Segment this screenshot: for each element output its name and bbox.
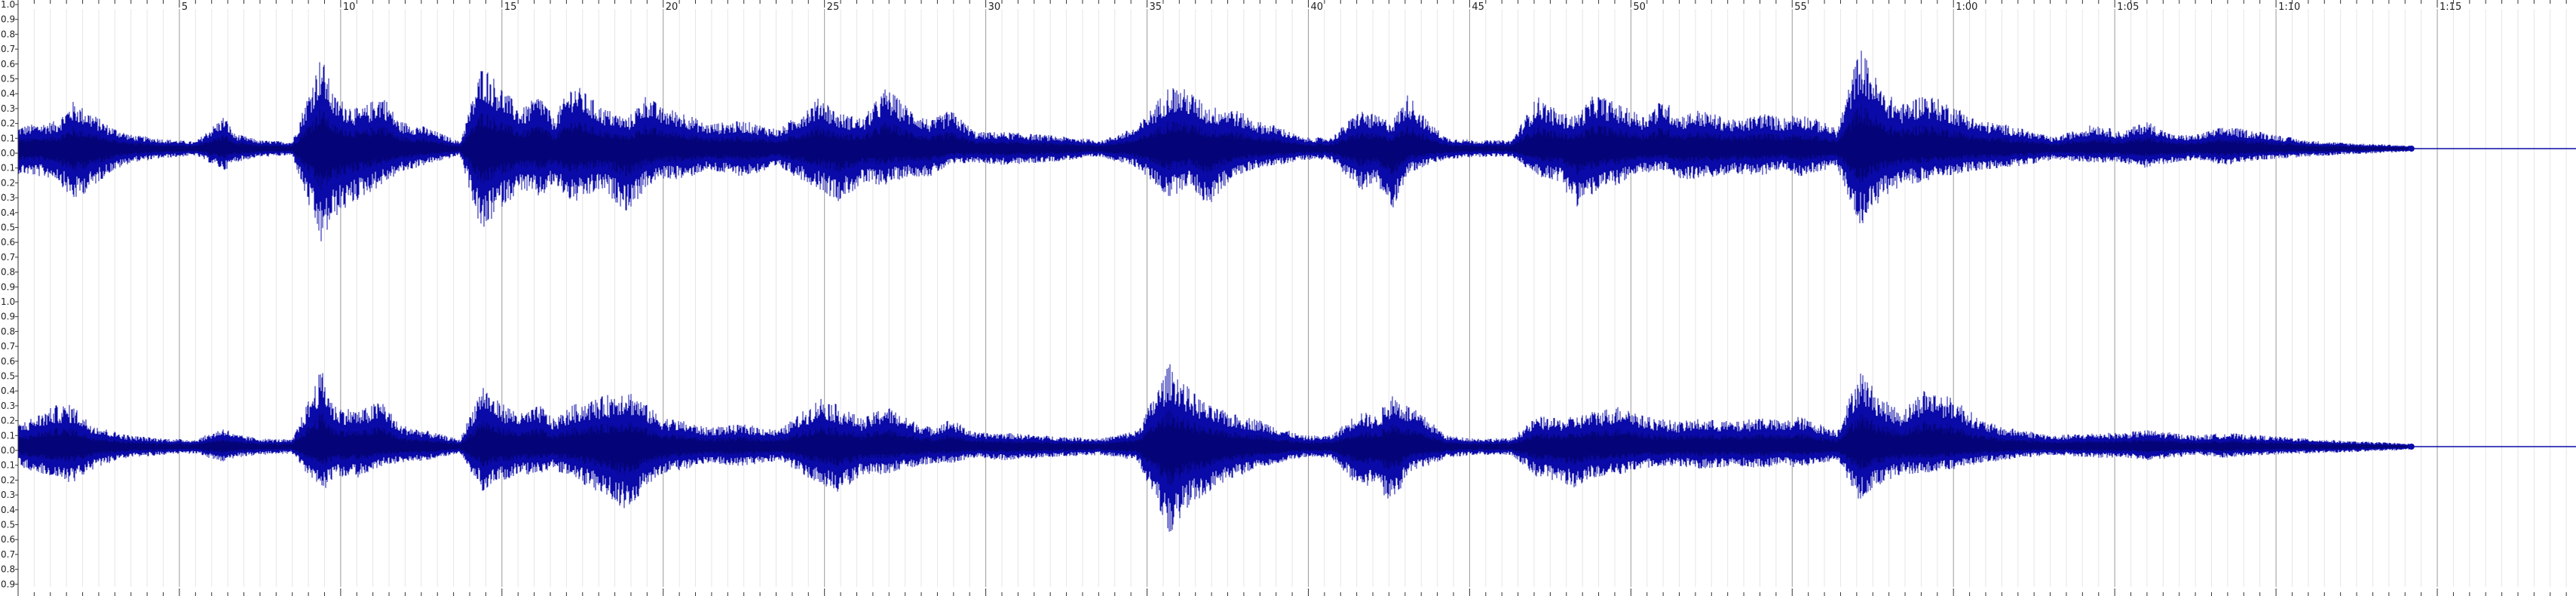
time-ruler-label: 10 bbox=[343, 2, 356, 13]
amplitude-tick-label: 0.5 bbox=[1, 371, 15, 382]
time-ruler-label: 20 bbox=[666, 2, 678, 13]
minor-gridlines bbox=[33, 9, 2567, 587]
amplitude-tick-label: 0.2 bbox=[1, 118, 15, 129]
amplitude-tick-label: 0.8 bbox=[1, 29, 15, 39]
amplitude-tick-label: 0.8 bbox=[1, 564, 15, 575]
time-ruler-label: 45 bbox=[1472, 2, 1484, 13]
amplitude-tick-label: 1.0 bbox=[1, 296, 15, 307]
amplitude-tick-label: 0.4 bbox=[1, 505, 15, 515]
amplitude-tick-label: 0.8 bbox=[1, 267, 15, 278]
amplitude-tick-label: 0.4 bbox=[1, 88, 15, 99]
amplitude-tick-label: 0.3 bbox=[1, 490, 15, 500]
amplitude-tick-label: 0.3 bbox=[1, 192, 15, 203]
time-ruler-label: 50 bbox=[1633, 2, 1646, 13]
time-ruler-label: 5 bbox=[182, 2, 188, 13]
amplitude-tick-label: 0.3 bbox=[1, 401, 15, 411]
amplitude-tick-label: 0.9 bbox=[1, 579, 15, 589]
amplitude-tick-label: 0.7 bbox=[1, 341, 15, 352]
amplitude-tick-label: 0.7 bbox=[1, 252, 15, 263]
amplitude-tick-label: 0.2 bbox=[1, 177, 15, 188]
amplitude-tick-label: 0.1 bbox=[1, 163, 15, 174]
amplitude-tick-label: 0.4 bbox=[1, 386, 15, 396]
time-ruler-label: 55 bbox=[1794, 2, 1807, 13]
amplitude-tick-label: 0.1 bbox=[1, 430, 15, 441]
amplitude-tick-label: 0.7 bbox=[1, 44, 15, 54]
amplitude-tick-label: 0.6 bbox=[1, 237, 15, 247]
amplitude-tick-label: 0.5 bbox=[1, 520, 15, 530]
amplitude-tick-label: 0.2 bbox=[1, 475, 15, 485]
time-ruler-label: 25 bbox=[827, 2, 840, 13]
amplitude-tick-label: 0.8 bbox=[1, 326, 15, 336]
time-ruler-label: 15 bbox=[504, 2, 517, 13]
major-gridlines bbox=[179, 9, 2438, 587]
time-ruler-top[interactable]: 5 10 15 20 25 30 35 40 45 50 55 1:00 1:05 1:10 1:15 bbox=[17, 0, 2567, 13]
amplitude-tick-label: 1.0 bbox=[1, 0, 15, 10]
amplitude-axis-background bbox=[0, 0, 18, 596]
time-ruler-bottom[interactable] bbox=[17, 588, 2567, 596]
amplitude-tick-label: 0.5 bbox=[1, 74, 15, 84]
amplitude-tick-label: 0.0 bbox=[1, 445, 15, 456]
amplitude-tick-label: 0.7 bbox=[1, 549, 15, 560]
amplitude-tick-label: 0.2 bbox=[1, 416, 15, 426]
amplitude-tick-label: 0.6 bbox=[1, 59, 15, 69]
amplitude-tick-label: 0.6 bbox=[1, 356, 15, 367]
amplitude-tick-label: 0.1 bbox=[1, 133, 15, 143]
time-ruler-label: 1:10 bbox=[2278, 2, 2300, 13]
amplitude-tick-label: 0.9 bbox=[1, 312, 15, 322]
amplitude-tick-label: 0.4 bbox=[1, 207, 15, 218]
amplitude-axis: 1.0 0.9 0.8 0.7 0.6 0.5 0.4 0.3 0.2 0.1 0.0 0.1 0.2 0… bbox=[0, 0, 19, 596]
amplitude-tick-label: 0.9 bbox=[1, 14, 15, 25]
amplitude-tick-label: 0.1 bbox=[1, 460, 15, 471]
amplitude-tick-label: 0.9 bbox=[1, 281, 15, 292]
time-ruler-label: 40 bbox=[1310, 2, 1323, 13]
amplitude-tick-label: 0.0 bbox=[1, 148, 15, 158]
amplitude-tick-label: 0.6 bbox=[1, 534, 15, 545]
time-ruler-label: 1:05 bbox=[2117, 2, 2139, 13]
time-ruler-label: 35 bbox=[1150, 2, 1162, 13]
time-ruler-label: 30 bbox=[988, 2, 1001, 13]
amplitude-tick-label: 0.3 bbox=[1, 103, 15, 114]
time-ruler-label: 1:00 bbox=[1956, 2, 1977, 13]
time-ruler-label: 1:15 bbox=[2440, 2, 2461, 13]
amplitude-tick-label: 0.5 bbox=[1, 223, 15, 233]
